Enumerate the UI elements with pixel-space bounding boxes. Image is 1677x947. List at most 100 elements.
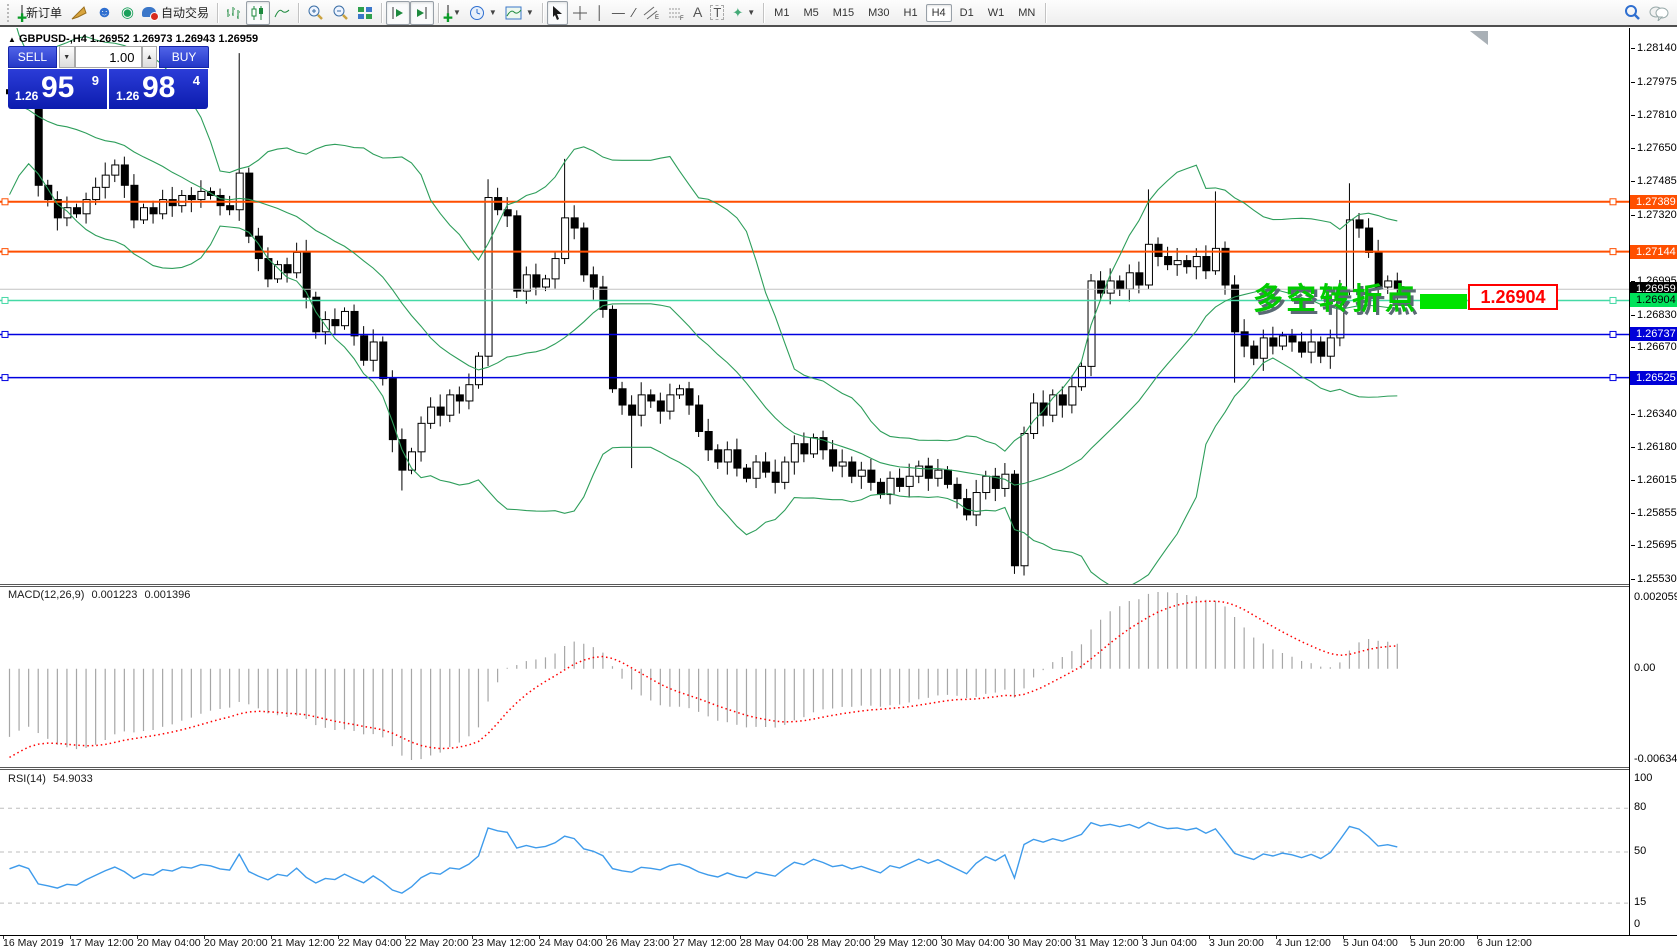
sell-button[interactable]: SELL [8,46,57,68]
sell-price-main: 95 [41,71,75,104]
timeframe-mn-button[interactable]: MN [1018,6,1036,19]
chevron-down-icon: ▼ [488,8,497,17]
line-chart-mode-button[interactable] [270,1,294,25]
sell-price-box[interactable]: 1.26 95 9 [8,69,107,109]
timeframe-h4-button[interactable]: H4 [925,3,952,22]
macd-plot[interactable] [0,587,1629,767]
chart-shift-button[interactable] [409,0,434,25]
channel-tool-button[interactable]: E [639,1,664,25]
pane-separator[interactable] [0,584,1677,587]
date-tick [338,936,339,939]
date-tick [1276,936,1277,939]
label-tool-button[interactable]: T [706,1,728,25]
auto-trading-label: 自动交易 [160,6,209,20]
volume-decrease-button[interactable]: ▼ [58,46,75,68]
arrows-icon: ✦ [732,5,744,20]
symbol-period-label: GBPUSD-,H4 [18,33,87,45]
ohlc-values: 1.26952 1.26973 1.26943 1.26959 [89,33,259,45]
timeframe-w1-button[interactable]: W1 [987,6,1005,19]
volume-input[interactable] [74,46,142,68]
date-tick [539,936,540,939]
chinese-annotation-text[interactable]: 多空转折点 [1253,283,1418,316]
community-person-icon: ☻ [96,4,113,21]
timeframe-m15-button[interactable]: M15 [832,6,855,19]
candlestick-mode-button[interactable] [245,0,270,25]
chat-button[interactable] [1645,1,1673,25]
rsi-axis-label: 15 [1634,896,1647,909]
auto-trading-icon [141,6,159,21]
new-order-button[interactable]: ✚ 新订单 [17,1,66,25]
date-tick [204,936,205,939]
indicators-button[interactable]: ✚ ▼ [443,1,465,25]
timeframe-d1-button[interactable]: D1 [959,6,974,19]
rsi-plot[interactable] [0,771,1629,935]
price-axis[interactable]: 1.28140 1.27975 1.27810 1.27650 1.27485 1.273… [1629,28,1677,935]
date-axis[interactable]: 16 May 2019 17 May 12:00 20 May 04:00 20 Ma… [0,935,1677,947]
date-label: 23 May 12:00 [472,937,536,947]
trendline-tool-button[interactable]: ∕ [632,5,636,20]
date-label: 6 Jun 12:00 [1477,937,1532,947]
date-label: 3 Jun 04:00 [1142,937,1197,947]
arrows-tool-button[interactable]: ✦ ▼ [728,1,759,25]
crosshair-icon [572,5,587,20]
timeframe-group: M1 M5 M15 M30 H1 H4 D1 W1 MN [768,3,1041,22]
clock-icon [469,5,484,20]
candlestick-plot[interactable] [0,28,1629,585]
signal-icon: ◉ [120,4,134,21]
pane-separator[interactable] [0,767,1677,770]
cursor-tool-button[interactable] [546,0,568,25]
zoom-in-icon [308,5,323,20]
tile-windows-button[interactable] [353,1,377,25]
bar-chart-icon [226,6,240,19]
chart-shift-marker[interactable] [1470,31,1488,45]
line-chart-icon [274,9,290,17]
buy-price-box[interactable]: 1.26 98 4 [109,69,208,109]
price-tick-label: 1.28140 [1630,42,1677,54]
vertical-line-tool-button[interactable]: │ [595,5,604,20]
price-tag: 1.27389 [1630,194,1677,209]
date-label: 4 Jun 12:00 [1276,937,1331,947]
equidistant-channel-icon: E [643,6,659,20]
price-tick-label: 1.27485 [1630,175,1677,187]
price-tick-label: 1.26180 [1630,441,1677,453]
highlight-rectangle[interactable] [1420,294,1467,309]
mql-wizard-button[interactable] [66,1,92,25]
search-button[interactable] [1620,1,1645,25]
date-tick [1343,936,1344,939]
date-label: 31 May 12:00 [1075,937,1139,947]
macd-axis-label: 0.002059 [1634,591,1677,603]
templates-button[interactable]: ▼ [501,1,538,25]
chart-shift-icon [416,6,427,19]
timeframe-m30-button[interactable]: M30 [868,6,890,19]
horizontal-line-tool-button[interactable]: — [611,5,625,20]
zoom-in-button[interactable] [303,1,328,25]
auto-trading-button[interactable]: 自动交易 [138,1,213,25]
crosshair-tool-button[interactable] [568,1,592,25]
date-tick [271,936,272,939]
date-tick [70,936,71,939]
price-tick-label: 1.27320 [1630,209,1677,221]
community-button[interactable]: ☻ [92,1,117,25]
chevron-down-icon: ▼ [525,8,534,17]
timeframe-m5-button[interactable]: M5 [803,6,819,19]
fibonacci-tool-button[interactable]: F [664,1,689,25]
bar-chart-mode-button[interactable] [222,1,246,25]
timeframe-m1-button[interactable]: M1 [774,6,790,19]
text-tool-button[interactable]: A [689,1,706,25]
macd-label: MACD(12,26,9) 0.001223 0.001396 [8,589,191,601]
buy-button[interactable]: BUY [159,46,209,68]
date-label: 30 May 04:00 [941,937,1005,947]
auto-scroll-button[interactable] [385,0,410,25]
toolbar-separator [541,2,543,23]
signals-button[interactable]: ◉ [117,1,138,25]
price-callout-label[interactable]: 1.26904 [1468,284,1558,310]
periods-button[interactable]: ▼ [465,1,501,25]
new-order-icon: ✚ [17,4,27,24]
volume-increase-button[interactable]: ▲ [141,46,158,68]
toolbar-grip[interactable] [7,3,14,22]
zoom-out-button[interactable] [328,1,353,25]
price-tick-label: 1.25530 [1630,573,1677,585]
chevron-down-icon: ▼ [747,8,756,17]
timeframe-h1-button[interactable]: H1 [903,6,918,19]
